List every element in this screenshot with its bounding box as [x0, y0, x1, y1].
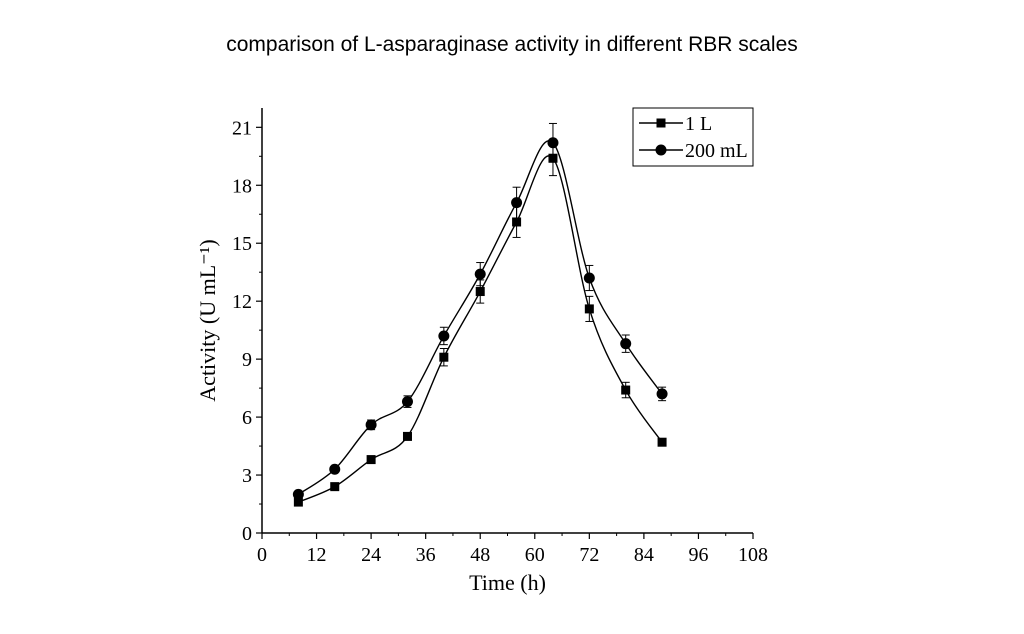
data-point [547, 137, 559, 149]
chart-title: comparison of L-asparaginase activity in… [226, 33, 798, 56]
y-tick-label: 18 [232, 175, 252, 197]
data-point [365, 419, 377, 431]
y-tick-label: 0 [242, 523, 252, 545]
x-tick-label: 36 [416, 544, 436, 566]
data-point [512, 217, 522, 227]
data-point [584, 304, 594, 314]
legend-box [632, 107, 754, 167]
data-point [329, 463, 341, 475]
series-line [297, 140, 663, 495]
x-tick-label: 24 [361, 544, 381, 566]
legend-marker [655, 144, 667, 156]
x-tick-label: 0 [257, 544, 267, 566]
series-1L [293, 140, 667, 507]
y-tick-label: 15 [232, 233, 252, 255]
x-tick-label: 12 [307, 544, 327, 566]
y-tick-label: 6 [242, 407, 252, 429]
legend-label: 200 mL [685, 140, 748, 162]
data-point [438, 330, 450, 342]
data-point [475, 287, 485, 297]
series-layer [292, 122, 668, 507]
data-point [402, 431, 412, 441]
data-point [439, 352, 449, 362]
data-point [330, 482, 340, 492]
y-tick-label: 3 [242, 465, 252, 487]
series-200mL [292, 122, 668, 500]
data-point [401, 396, 413, 408]
data-point [293, 497, 303, 507]
x-axis-label: Time (h) [469, 570, 546, 595]
legend-marker [656, 118, 666, 128]
legend: 1 L 200 mL [632, 107, 754, 167]
data-point [621, 385, 631, 395]
y-tick-label: 9 [242, 349, 252, 371]
data-point [511, 197, 523, 209]
x-tick-label: 108 [738, 544, 768, 566]
x-tick-label: 96 [688, 544, 708, 566]
data-point [292, 488, 304, 500]
data-point [620, 338, 632, 350]
x-tick-label: 60 [525, 544, 545, 566]
data-point [583, 272, 595, 284]
x-tick-label: 48 [470, 544, 490, 566]
y-axis-label: Activity (U mL⁻¹) [195, 239, 220, 401]
data-point [656, 388, 668, 400]
legend-label: 1 L [685, 113, 712, 135]
y-tick-label: 21 [232, 117, 252, 139]
x-tick-label: 72 [579, 544, 599, 566]
x-tick-label: 84 [634, 544, 654, 566]
y-tick-label: 12 [232, 291, 252, 313]
series-line [298, 155, 663, 503]
data-point [366, 455, 376, 465]
data-point [474, 268, 486, 280]
data-point [657, 437, 667, 447]
